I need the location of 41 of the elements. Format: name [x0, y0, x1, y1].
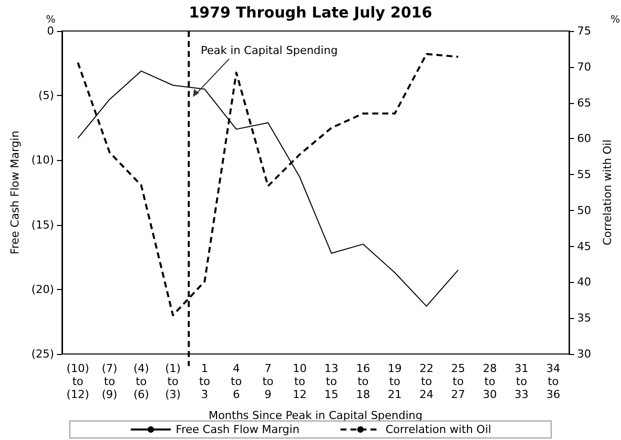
x-tick-label: 31 to 33: [514, 362, 529, 401]
y-tick-label: (5): [38, 89, 54, 102]
y-tick-label: (15): [31, 218, 54, 232]
x-tick-label: (7) to (9): [102, 362, 118, 401]
y2-axis-title: Correlation with Oil: [601, 140, 614, 246]
chart-title: 1979 Through Late July 2016: [188, 4, 432, 22]
y-tick-label: (20): [31, 282, 54, 296]
x-tick-label: (10) to (12): [66, 362, 90, 401]
y-tick-label: (10): [31, 154, 54, 167]
y-axis-title: Free Cash Flow Margin: [8, 130, 22, 254]
y2-tick-label: 75: [577, 24, 592, 38]
y2-tick-label: 45: [577, 240, 592, 253]
y-tick-label: 0: [47, 24, 54, 38]
y2-tick-label: 60: [577, 132, 592, 146]
y2-tick-label: 40: [577, 276, 592, 289]
x-tick-label: (1) to (3): [165, 362, 181, 401]
x-tick-label: 13 to 15: [324, 362, 338, 401]
y-tick-label: (25): [31, 348, 54, 360]
x-axis-title: Months Since Peak in Capital Spending: [208, 409, 423, 422]
y2-tick-label: 35: [577, 312, 592, 325]
y2-tick-label: 30: [577, 348, 592, 360]
x-tick-label: 28 to 30: [482, 362, 497, 401]
y2-tick-label: 55: [577, 168, 592, 182]
x-tick-label: 10 to 12: [292, 362, 307, 401]
y2-tick-label: 50: [577, 204, 592, 217]
x-tick-label: 19 to 21: [388, 362, 402, 401]
legend-label: Free Cash Flow Margin: [176, 423, 300, 436]
x-tick-label: 1 to 3: [199, 362, 210, 401]
text: %: [46, 14, 56, 26]
x-tick-label: 22 to 24: [419, 362, 434, 401]
x-tick-label: 34 to 36: [546, 362, 560, 401]
x-tick-label: 7 to 9: [262, 362, 274, 401]
x-tick-label: (4) to (6): [133, 362, 150, 401]
annotation: Peak in Capital Spending: [200, 44, 338, 57]
x-tick-label: 25 to 27: [451, 362, 466, 401]
text: %: [610, 14, 620, 26]
x-tick-label: 4 to 6: [230, 362, 242, 401]
y2-tick-label: 65: [577, 96, 592, 110]
y2-tick-label: 70: [577, 60, 592, 74]
legend-label: Correlation with Oil: [385, 423, 492, 436]
x-tick-label: 16 to 18: [356, 362, 370, 401]
